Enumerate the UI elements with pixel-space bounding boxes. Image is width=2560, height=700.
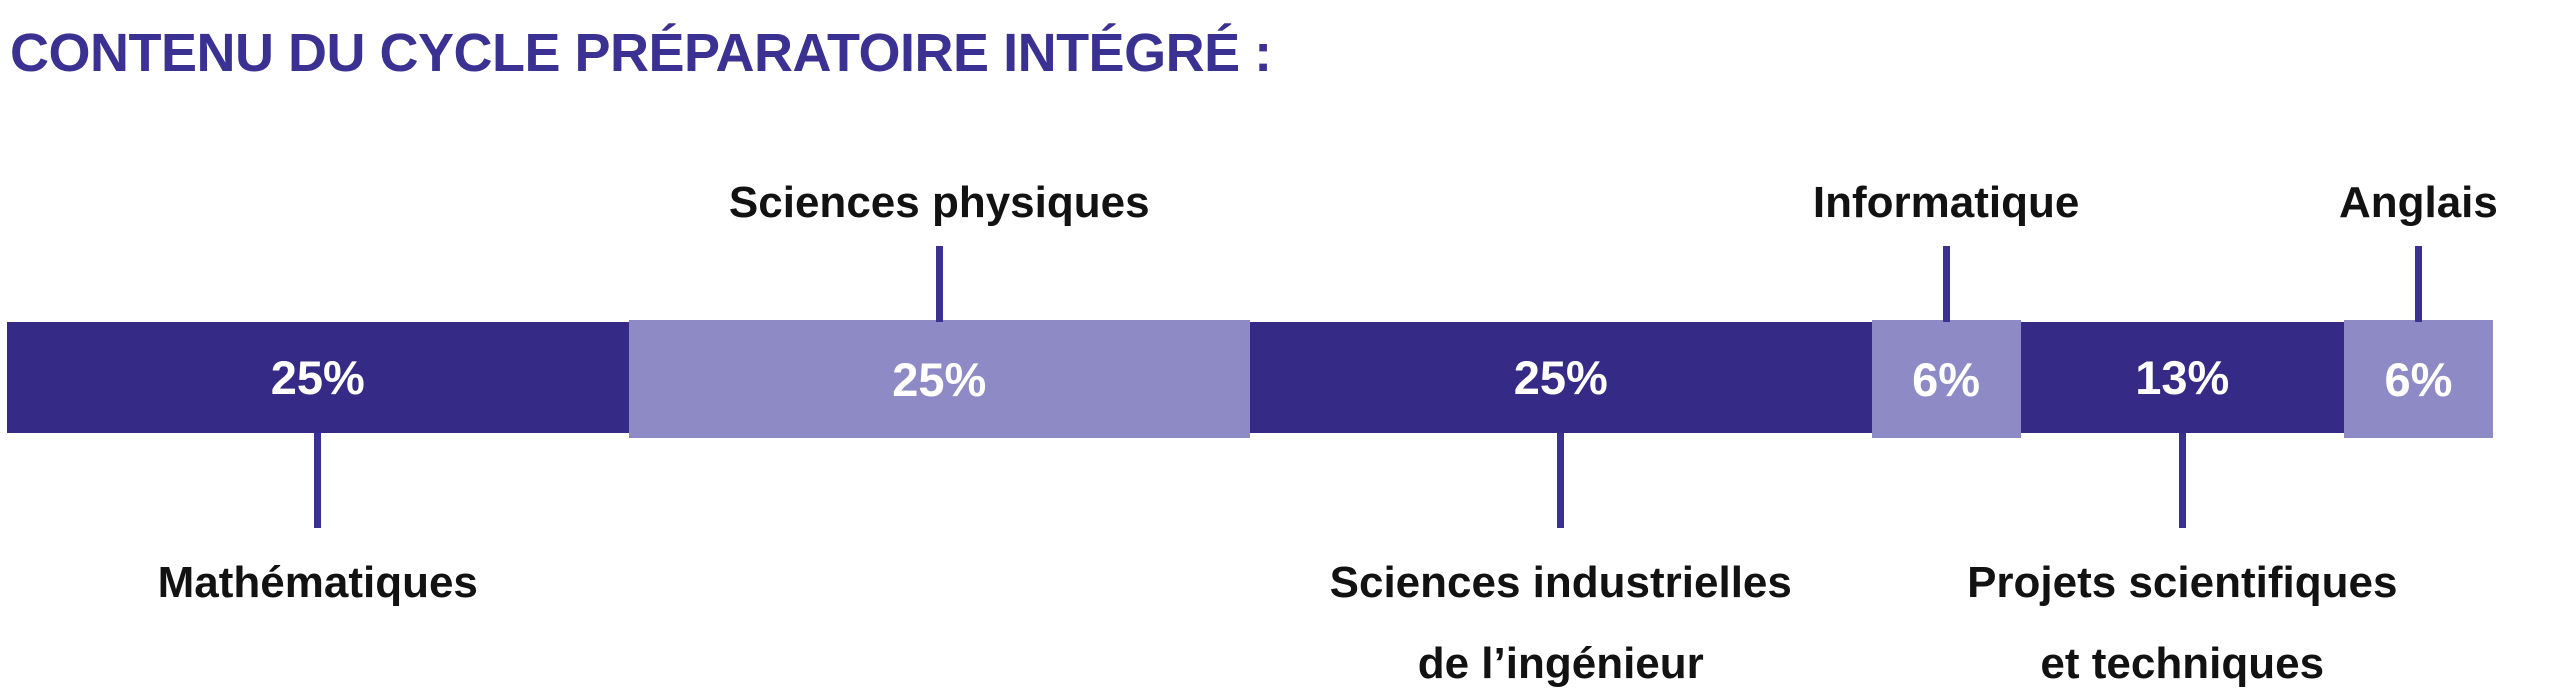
bar-segment-projets-scientifiques-et-techniques: 13% xyxy=(2020,322,2344,433)
category-label-line: Sciences physiques xyxy=(728,178,1150,227)
segment-value-label: 25% xyxy=(1513,351,1608,404)
bar-segment-sciences-industrielles-de-l-ingenieur: 25% xyxy=(1250,322,1872,433)
category-label-line: Anglais xyxy=(2338,178,2498,227)
connector-informatique xyxy=(1942,246,1950,322)
segment-value-label: 25% xyxy=(892,352,987,406)
bar-segment-informatique: 6% xyxy=(1871,320,2021,438)
bar-segment-sciences-physiques: 25% xyxy=(628,320,1250,438)
connector-sciences-physiques xyxy=(935,246,943,322)
connector-sciences-industrielles-de-l-ingenieur xyxy=(1557,433,1565,528)
category-label-line: Sciences industrielles xyxy=(1329,558,1792,607)
category-label-anglais: Anglais xyxy=(2339,162,2498,243)
category-label-line: et techniques xyxy=(2040,639,2325,689)
category-label-line: Informatique xyxy=(1812,178,2080,227)
bar-segment-mathematiques: 25% xyxy=(7,322,629,433)
category-label-line: Projets scientifiques xyxy=(1967,558,2398,607)
connector-mathematiques xyxy=(314,433,322,528)
category-label-mathematiques: Mathématiques xyxy=(158,542,478,623)
stacked-bar: 25% 25% 25% 6% 13% 6% xyxy=(7,320,2493,438)
bar-segment-anglais: 6% xyxy=(2343,320,2493,438)
chart-title: CONTENU DU CYCLE PRÉPARATOIRE INTÉGRÉ : xyxy=(10,23,1272,83)
category-label-informatique: Informatique xyxy=(1813,162,2079,243)
segment-value-label: 13% xyxy=(2135,351,2230,404)
category-label-sciences-industrielles-de-l-ingenieur: Sciences industrielles de l’ingénieur xyxy=(1330,542,1792,700)
connector-anglais xyxy=(2414,246,2422,322)
category-label-sciences-physiques: Sciences physiques xyxy=(729,162,1150,243)
segment-value-label: 6% xyxy=(2384,352,2453,406)
segment-value-label: 25% xyxy=(270,351,365,404)
segment-value-label: 6% xyxy=(1912,352,1981,406)
connector-projets-scientifiques-et-techniques xyxy=(2178,433,2186,528)
category-label-projets-scientifiques-et-techniques: Projets scientifiques et techniques xyxy=(1967,542,2397,700)
category-label-line: Mathématiques xyxy=(157,558,478,607)
category-label-line: de l’ingénieur xyxy=(1417,639,1704,689)
